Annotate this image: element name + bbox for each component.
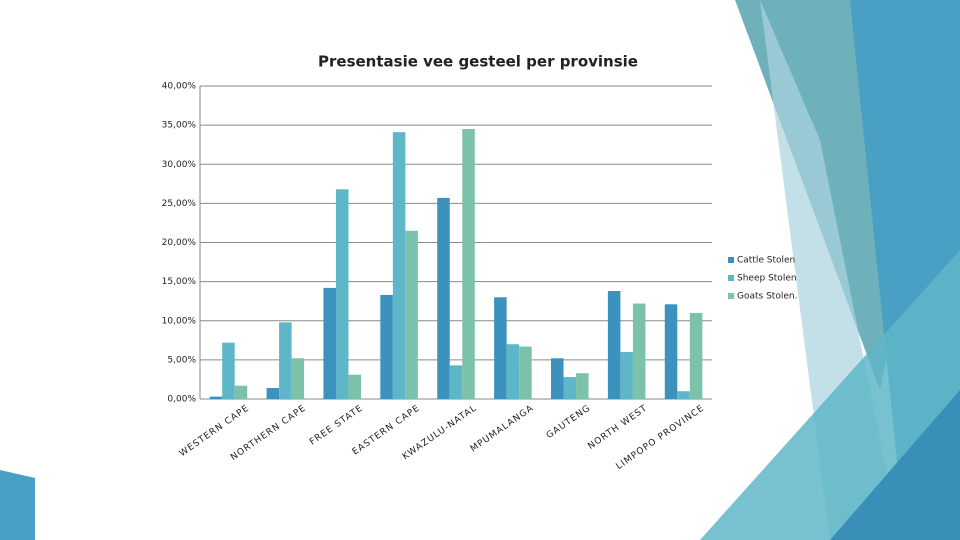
bar	[209, 396, 223, 399]
legend-swatch	[728, 257, 734, 263]
legend-label: Goats Stolen.	[737, 292, 797, 302]
y-tick-label: 15,00%	[162, 277, 197, 287]
bar	[348, 374, 361, 399]
y-tick-label: 20,00%	[162, 238, 197, 248]
y-tick-label: 0,00%	[167, 395, 196, 405]
bar	[632, 303, 646, 399]
chart-title: Presentasie vee gesteel per provinsie	[318, 53, 638, 71]
y-tick-label: 30,00%	[162, 160, 197, 170]
y-tick-label: 10,00%	[162, 316, 197, 326]
bar	[607, 291, 621, 399]
y-tick-label: 35,00%	[162, 121, 197, 131]
x-tick-label: FREE STATE	[308, 403, 365, 447]
legend-label: Sheep Stolen	[737, 274, 797, 284]
bar	[380, 294, 393, 399]
bar	[266, 388, 280, 399]
x-tick-label: GAUTENG	[545, 403, 593, 441]
bar	[563, 377, 577, 399]
bar	[664, 304, 678, 399]
bar	[335, 189, 349, 399]
bar	[405, 230, 418, 399]
bar	[506, 344, 520, 399]
y-tick-label: 25,00%	[162, 199, 197, 209]
legend-label: Cattle Stolen	[737, 256, 795, 266]
legend-swatch	[728, 275, 734, 281]
bar	[291, 358, 305, 399]
x-tick-label: MPUMALANGA	[469, 403, 536, 454]
bar	[222, 342, 235, 399]
bar	[279, 322, 292, 399]
bar	[449, 365, 463, 399]
bar	[551, 358, 564, 399]
bar	[689, 312, 703, 399]
y-tick-label: 40,00%	[162, 82, 197, 92]
bar	[494, 297, 507, 399]
legend-swatch	[728, 293, 734, 299]
bar	[234, 385, 248, 399]
bar	[677, 391, 690, 399]
bar	[519, 346, 532, 399]
bar	[620, 352, 633, 399]
bar	[576, 373, 589, 399]
bar	[462, 129, 475, 399]
y-tick-label: 5,00%	[167, 355, 196, 365]
bar	[392, 132, 406, 400]
bar	[437, 197, 450, 399]
x-tick-label: NORTH WEST	[586, 403, 649, 452]
bar	[323, 287, 336, 399]
